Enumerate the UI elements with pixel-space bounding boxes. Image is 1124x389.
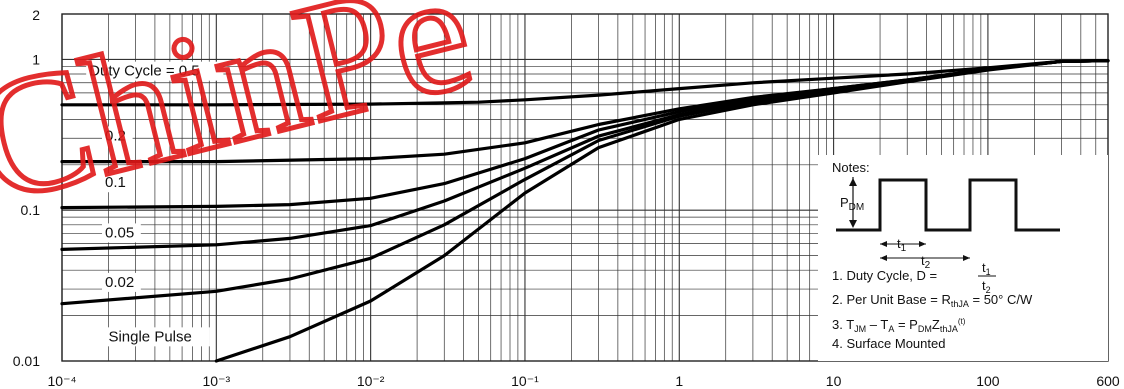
series-label: 0.05: [105, 224, 134, 241]
note-duty-cycle: 1. Duty Cycle, D =: [832, 268, 937, 283]
x-tick-label: 600: [1096, 373, 1120, 389]
x-tick-label: 10⁻³: [203, 373, 231, 389]
series-line: [214, 59, 1110, 363]
note-temperature: 3. TJM – TA = PDMZthJA(t): [832, 317, 966, 334]
x-tick-label: 1: [675, 373, 683, 389]
notes-box: Notes: PDM t1 t2 1. Duty Cycle, D = t1 t…: [818, 155, 1108, 361]
duty-fraction-numerator: t1: [982, 260, 991, 277]
t2-label: t2: [921, 253, 931, 271]
y-tick-label: 1: [32, 51, 40, 67]
curves: [60, 59, 1110, 363]
x-tick-label: 10: [826, 373, 842, 389]
series-labels: Duty Cycle = 0.5 0.2 0.1 0.05 0.02 Single Pul…: [86, 61, 224, 347]
series-label-background: [105, 327, 210, 347]
series-label: 0.1: [105, 174, 126, 191]
t2-arrow-left: [880, 255, 887, 261]
series-label-background: [102, 223, 141, 243]
t1-arrow-left: [880, 241, 887, 247]
note-per-unit-base: 2. Per Unit Base = RthJA = 50° C/W: [832, 292, 1033, 309]
x-tick-label: 10⁻²: [357, 373, 385, 389]
y-tick-label: 0.1: [21, 202, 41, 218]
pdm-arrow-bottom: [849, 220, 857, 228]
y-tick-label: 2: [32, 7, 40, 23]
series-label: Duty Cycle = 0.5: [89, 63, 199, 80]
watermark-logo: ChinPe: [0, 0, 488, 238]
x-tick-labels: 10⁻⁴ 10⁻³ 10⁻² 10⁻¹ 1 10 100 600: [48, 373, 1120, 389]
series-label-background: [86, 61, 224, 81]
series-label: Single Pulse: [108, 328, 191, 345]
t1-label: t1: [897, 236, 907, 254]
series-label-background: [102, 272, 141, 292]
x-tick-label: 100: [976, 373, 1000, 389]
y-tick-labels: 2 1 0.1 0.01: [13, 7, 40, 369]
y-tick-label: 0.01: [13, 353, 40, 369]
note-surface-mounted: 4. Surface Mounted: [832, 336, 945, 351]
pulse-waveform: [836, 178, 1060, 232]
series-label: 0.02: [105, 274, 134, 291]
pdm-arrow-top: [849, 178, 857, 186]
t2-arrow-right: [963, 255, 970, 261]
duty-fraction-denominator: t2: [982, 278, 991, 295]
x-tick-label: 10⁻⁴: [48, 373, 77, 389]
series-label: 0.2: [105, 127, 126, 144]
series-label-background: [102, 126, 133, 146]
pdm-label: PDM: [840, 195, 864, 213]
series-label-background: [102, 173, 133, 193]
t1-arrow-right: [919, 241, 926, 247]
x-tick-label: 10⁻¹: [511, 373, 539, 389]
notes-title: Notes:: [832, 160, 870, 175]
